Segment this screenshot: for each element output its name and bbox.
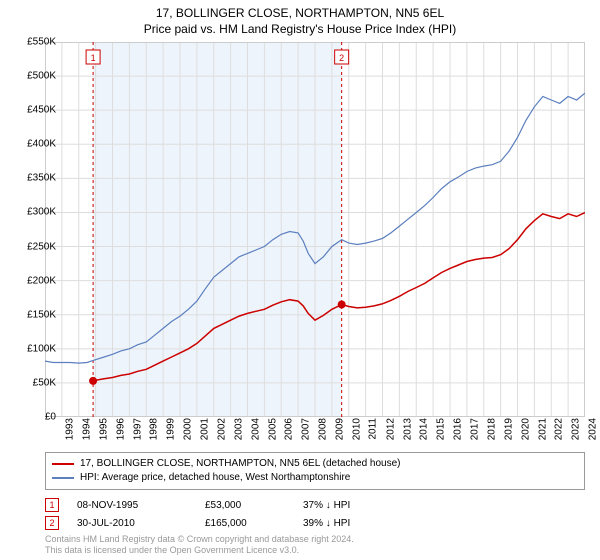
legend-text-hpi: HPI: Average price, detached house, West… — [80, 471, 350, 485]
x-tick-label: 2008 — [317, 418, 328, 440]
y-tick-label: £550K — [16, 37, 56, 48]
x-tick-label: 1999 — [166, 418, 177, 440]
x-tick-label: 2020 — [520, 418, 531, 440]
sale-hpi-1: 37% ↓ HPI — [303, 500, 350, 511]
x-tick-label: 2024 — [587, 418, 598, 440]
x-tick-label: 2014 — [419, 418, 430, 440]
sale-row-2: 2 30-JUL-2010 £165,000 39% ↓ HPI — [45, 514, 350, 532]
x-tick-label: 1994 — [81, 418, 92, 440]
footnote-line2: This data is licensed under the Open Gov… — [45, 545, 354, 556]
x-tick-label: 2016 — [452, 418, 463, 440]
x-tick-label: 2006 — [284, 418, 295, 440]
chart-area: 12 — [45, 42, 585, 417]
y-tick-label: £150K — [16, 309, 56, 320]
chart-svg: 12 — [45, 42, 585, 417]
x-tick-label: 1995 — [98, 418, 109, 440]
title-block: 17, BOLLINGER CLOSE, NORTHAMPTON, NN5 6E… — [0, 0, 600, 37]
x-tick-label: 2009 — [334, 418, 345, 440]
sale-price-1: £53,000 — [205, 500, 285, 511]
x-tick-label: 2003 — [233, 418, 244, 440]
x-tick-label: 2021 — [537, 418, 548, 440]
legend-swatch-property — [52, 463, 74, 465]
x-tick-label: 2002 — [216, 418, 227, 440]
x-tick-label: 1993 — [64, 418, 75, 440]
x-tick-label: 2005 — [267, 418, 278, 440]
sale-marker-1: 1 — [45, 498, 59, 512]
x-tick-label: 1997 — [132, 418, 143, 440]
sale-price-2: £165,000 — [205, 518, 285, 529]
sale-hpi-2: 39% ↓ HPI — [303, 518, 350, 529]
legend-row-property: 17, BOLLINGER CLOSE, NORTHAMPTON, NN5 6E… — [52, 457, 578, 471]
x-tick-label: 2011 — [367, 418, 378, 440]
title-subtitle: Price paid vs. HM Land Registry's House … — [0, 22, 600, 38]
x-tick-label: 2017 — [469, 418, 480, 440]
x-tick-label: 2015 — [436, 418, 447, 440]
sale-marker-2: 2 — [45, 516, 59, 530]
y-tick-label: £400K — [16, 139, 56, 150]
footnote: Contains HM Land Registry data © Crown c… — [45, 534, 354, 556]
x-tick-label: 2019 — [503, 418, 514, 440]
y-tick-label: £50K — [16, 377, 56, 388]
chart-container: 17, BOLLINGER CLOSE, NORTHAMPTON, NN5 6E… — [0, 0, 600, 560]
svg-text:2: 2 — [339, 53, 344, 63]
svg-text:1: 1 — [91, 53, 96, 63]
x-tick-label: 2001 — [199, 418, 210, 440]
x-tick-label: 2012 — [385, 418, 396, 440]
footnote-line1: Contains HM Land Registry data © Crown c… — [45, 534, 354, 545]
x-tick-label: 2013 — [402, 418, 413, 440]
x-tick-label: 2023 — [571, 418, 582, 440]
y-tick-label: £350K — [16, 173, 56, 184]
sales-block: 1 08-NOV-1995 £53,000 37% ↓ HPI 2 30-JUL… — [45, 496, 350, 532]
y-tick-label: £250K — [16, 241, 56, 252]
sale-row-1: 1 08-NOV-1995 £53,000 37% ↓ HPI — [45, 496, 350, 514]
x-tick-label: 1996 — [115, 418, 126, 440]
y-tick-label: £450K — [16, 105, 56, 116]
legend-swatch-hpi — [52, 477, 74, 479]
x-tick-label: 2010 — [351, 418, 362, 440]
x-tick-label: 2018 — [486, 418, 497, 440]
y-tick-label: £500K — [16, 71, 56, 82]
y-tick-label: £200K — [16, 275, 56, 286]
y-tick-label: £100K — [16, 343, 56, 354]
x-tick-label: 2022 — [554, 418, 565, 440]
y-tick-label: £300K — [16, 207, 56, 218]
x-tick-label: 2004 — [250, 418, 261, 440]
y-tick-label: £0 — [16, 412, 56, 423]
x-tick-label: 2007 — [301, 418, 312, 440]
x-tick-label: 2000 — [182, 418, 193, 440]
sale-date-2: 30-JUL-2010 — [77, 518, 187, 529]
legend-box: 17, BOLLINGER CLOSE, NORTHAMPTON, NN5 6E… — [45, 452, 585, 490]
x-tick-label: 1998 — [149, 418, 160, 440]
legend-row-hpi: HPI: Average price, detached house, West… — [52, 471, 578, 485]
sale-date-1: 08-NOV-1995 — [77, 500, 187, 511]
legend-text-property: 17, BOLLINGER CLOSE, NORTHAMPTON, NN5 6E… — [80, 457, 401, 471]
title-address: 17, BOLLINGER CLOSE, NORTHAMPTON, NN5 6E… — [0, 6, 600, 22]
